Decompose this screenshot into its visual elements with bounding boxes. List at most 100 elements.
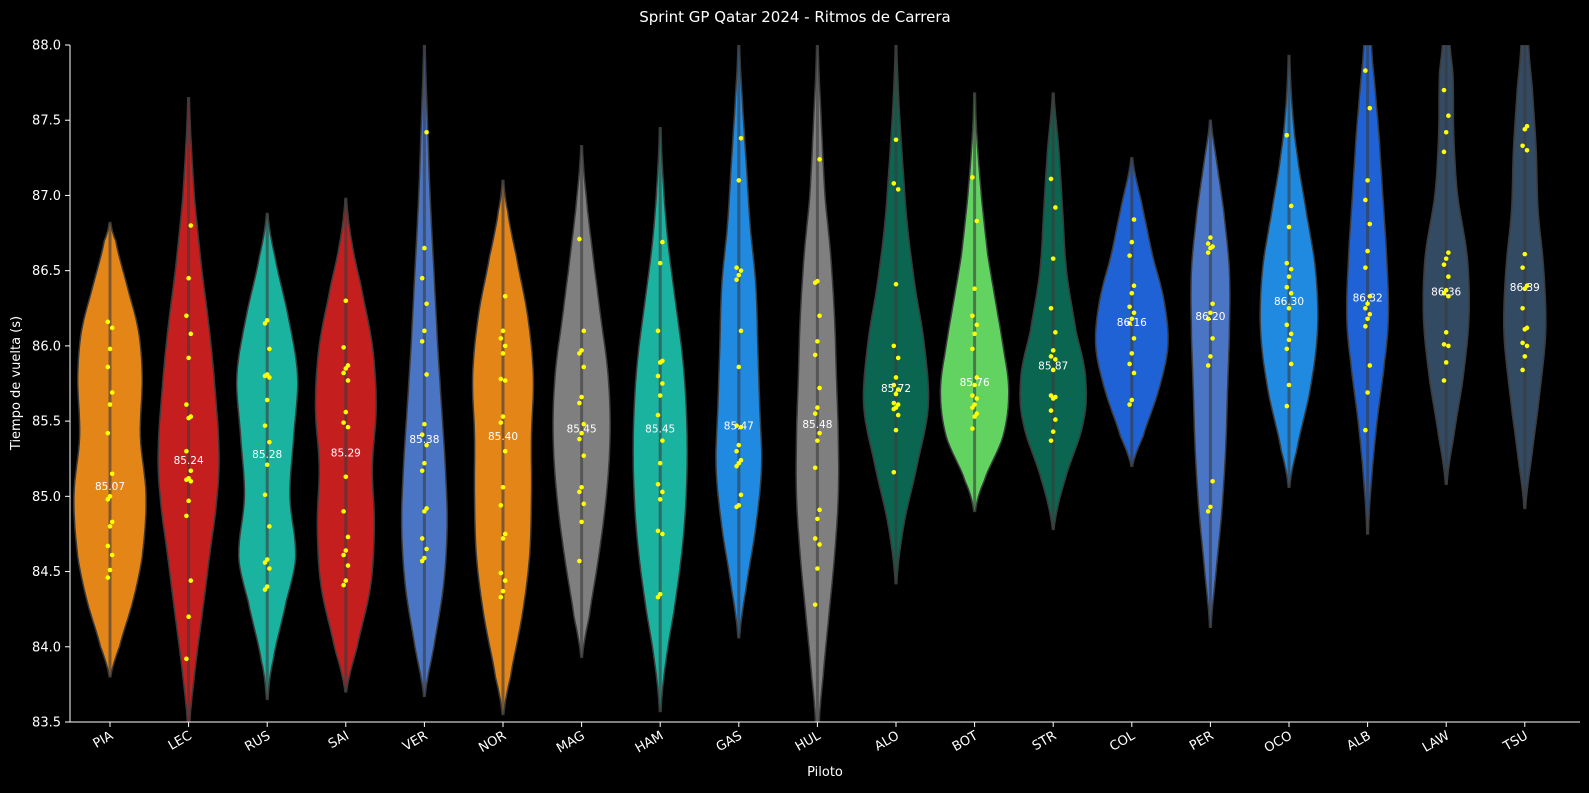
lap-point bbox=[655, 412, 661, 418]
lap-point bbox=[188, 331, 194, 337]
lap-point bbox=[1210, 336, 1215, 341]
lap-point bbox=[581, 421, 587, 427]
lap-point bbox=[1127, 361, 1132, 367]
lap-point bbox=[893, 281, 899, 287]
lap-point bbox=[343, 474, 349, 480]
lap-point bbox=[107, 494, 113, 499]
lap-point bbox=[419, 275, 425, 281]
lap-point bbox=[498, 594, 504, 600]
y-tick-label: 87.0 bbox=[32, 189, 61, 204]
lap-point bbox=[343, 548, 349, 553]
lap-point bbox=[184, 313, 189, 319]
lap-point bbox=[184, 513, 189, 519]
y-tick-label: 87.5 bbox=[32, 114, 61, 129]
lap-point bbox=[1367, 221, 1373, 227]
median-label: 86.30 bbox=[1274, 296, 1304, 308]
lap-point bbox=[657, 460, 663, 466]
lap-point bbox=[262, 492, 268, 498]
lap-point bbox=[815, 339, 820, 344]
chart-title: Sprint GP Qatar 2024 - Ritmos de Carrera bbox=[639, 8, 950, 26]
lap-point bbox=[1284, 346, 1290, 352]
lap-point bbox=[734, 448, 739, 454]
lap-point bbox=[974, 375, 980, 380]
lap-point bbox=[1208, 354, 1213, 359]
lap-point bbox=[343, 298, 349, 304]
median-label: 85.48 bbox=[802, 419, 832, 431]
lap-point bbox=[577, 558, 582, 564]
lap-point bbox=[264, 584, 270, 589]
lap-point bbox=[1446, 293, 1451, 299]
lap-point bbox=[891, 343, 897, 349]
violin-gas: 85.47 bbox=[715, 45, 763, 639]
lap-point bbox=[109, 390, 115, 395]
lap-point bbox=[1443, 330, 1449, 335]
lap-point bbox=[1053, 357, 1058, 362]
lap-point bbox=[1050, 256, 1056, 261]
lap-point bbox=[891, 469, 897, 475]
lap-point bbox=[419, 339, 425, 344]
lap-point bbox=[341, 420, 346, 425]
lap-point bbox=[109, 471, 115, 477]
median-label: 86.39 bbox=[1510, 282, 1540, 294]
lap-point bbox=[1365, 316, 1370, 322]
lap-point bbox=[341, 370, 346, 376]
median-label: 85.72 bbox=[881, 383, 911, 395]
lap-point bbox=[422, 421, 427, 427]
lap-point bbox=[891, 181, 897, 186]
lap-point bbox=[812, 465, 818, 471]
lap-point bbox=[424, 442, 429, 448]
lap-point bbox=[502, 378, 508, 383]
y-tick-label: 84.0 bbox=[32, 640, 61, 655]
y-tick-label: 88.0 bbox=[32, 39, 61, 54]
lap-point bbox=[1127, 304, 1132, 310]
lap-point bbox=[1441, 378, 1447, 383]
lap-point bbox=[341, 582, 346, 588]
lap-point bbox=[657, 591, 663, 597]
y-axis-label: Tiempo de vuelta (s) bbox=[9, 316, 24, 451]
lap-point bbox=[1520, 367, 1525, 373]
lap-point bbox=[972, 402, 977, 407]
lap-point bbox=[817, 507, 822, 513]
lap-point bbox=[1365, 248, 1370, 254]
violin-pia: 85.07 bbox=[73, 221, 147, 678]
lap-point bbox=[577, 489, 582, 495]
lap-point bbox=[893, 427, 899, 433]
lap-point bbox=[812, 536, 818, 541]
lap-point bbox=[1367, 363, 1373, 368]
lap-point bbox=[579, 485, 584, 490]
lap-point bbox=[1522, 251, 1528, 257]
lap-point bbox=[817, 313, 822, 319]
lap-point bbox=[815, 278, 820, 284]
lap-point bbox=[815, 516, 820, 522]
lap-point bbox=[424, 301, 429, 307]
lap-point bbox=[186, 475, 191, 481]
violin-bot: 85.76 bbox=[939, 92, 1010, 513]
lap-point bbox=[736, 364, 742, 370]
lap-point bbox=[343, 409, 349, 415]
lap-point bbox=[1446, 343, 1451, 349]
lap-point bbox=[1365, 301, 1370, 307]
lap-point bbox=[107, 402, 113, 407]
lap-point bbox=[105, 430, 111, 436]
lap-point bbox=[1367, 311, 1373, 317]
lap-point bbox=[1524, 325, 1530, 331]
lap-point bbox=[1363, 68, 1368, 73]
lap-point bbox=[264, 372, 270, 377]
lap-point bbox=[500, 588, 506, 594]
median-label: 85.87 bbox=[1038, 360, 1068, 372]
lap-point bbox=[1205, 250, 1211, 255]
lap-point bbox=[341, 552, 346, 558]
lap-point bbox=[1443, 360, 1449, 365]
lap-point bbox=[660, 239, 665, 245]
lap-point bbox=[1286, 274, 1292, 279]
median-label: 85.45 bbox=[645, 424, 675, 436]
lap-point bbox=[1048, 438, 1054, 443]
lap-point bbox=[660, 438, 665, 443]
lap-point bbox=[1443, 256, 1449, 261]
median-label: 86.32 bbox=[1353, 293, 1383, 305]
lap-point bbox=[972, 286, 977, 292]
lap-point bbox=[498, 376, 504, 382]
lap-point bbox=[107, 524, 113, 529]
y-tick-label: 84.5 bbox=[32, 565, 61, 580]
